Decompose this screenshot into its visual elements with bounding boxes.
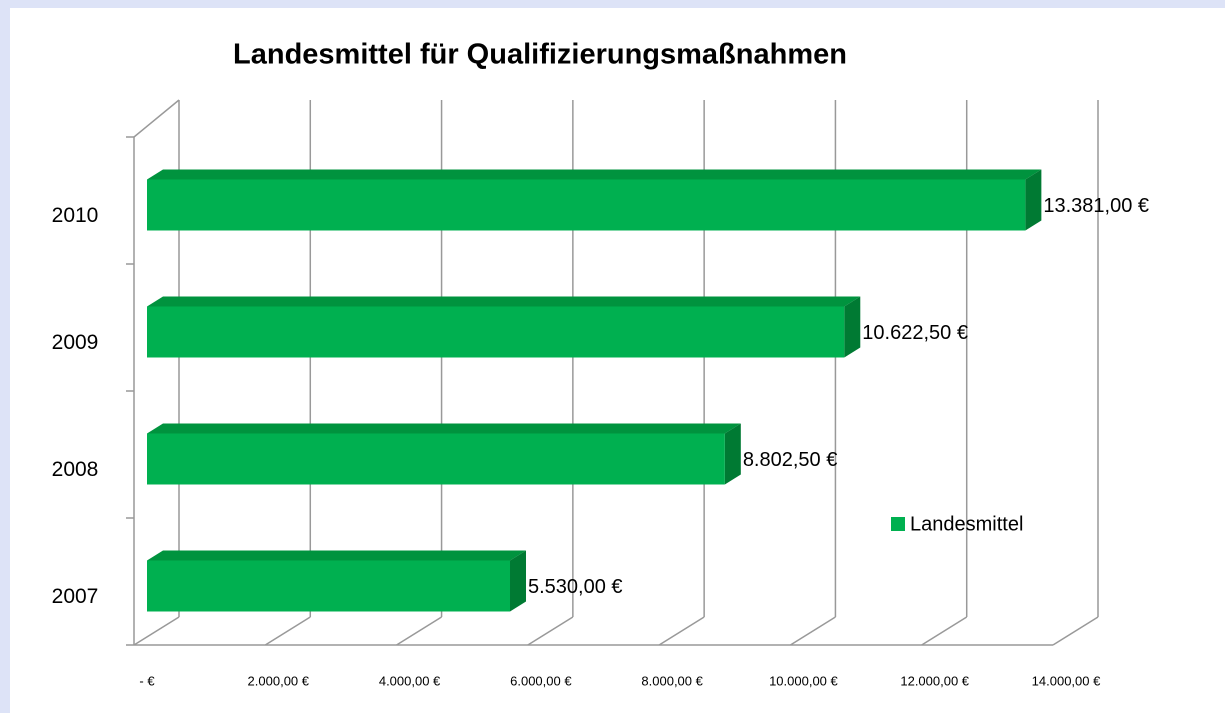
x-tick-label: 8.000,00 € — [641, 673, 703, 688]
value-label: 10.622,50 € — [862, 322, 968, 344]
x-tick-label: 2.000,00 € — [248, 673, 310, 688]
grid-line — [790, 616, 836, 646]
bar-top — [147, 423, 741, 434]
grid-line — [396, 616, 442, 646]
bar-side — [1025, 169, 1042, 231]
y-tick-label: 2008 — [52, 458, 99, 481]
bar-side — [844, 296, 861, 358]
legend-label: Landesmittel — [910, 513, 1023, 535]
bar — [147, 560, 511, 612]
value-label: 5.530,00 € — [528, 576, 623, 598]
bar-side — [724, 423, 741, 485]
x-tick-label: - € — [139, 673, 155, 688]
grid-line — [527, 616, 574, 646]
x-tick-label: 6.000,00 € — [510, 673, 572, 688]
grid-line — [1052, 616, 1099, 646]
bar — [147, 179, 1026, 231]
bar — [147, 306, 845, 358]
bar — [147, 433, 725, 485]
x-tick-label: 14.000,00 € — [1032, 673, 1101, 688]
chart-title: Landesmittel für Qualifizierungsmaßnahme… — [233, 39, 847, 71]
y-tick-label: 2009 — [52, 331, 99, 354]
value-label: 13.381,00 € — [1043, 195, 1149, 217]
bar-top — [147, 296, 861, 307]
grid-line — [133, 616, 180, 646]
x-tick-label: 10.000,00 € — [769, 673, 838, 688]
y-tick-label: 2007 — [52, 585, 99, 608]
x-tick-label: 12.000,00 € — [900, 673, 969, 688]
value-label: 8.802,50 € — [743, 449, 838, 471]
bar-top — [147, 169, 1042, 180]
bar-top — [147, 550, 527, 561]
y-tick-label: 2010 — [52, 204, 99, 227]
grid-line — [658, 616, 705, 646]
x-tick-label: 4.000,00 € — [379, 673, 441, 688]
legend-swatch — [891, 517, 905, 531]
bar-side — [510, 550, 527, 612]
grid-line — [921, 616, 968, 646]
grid-line — [264, 616, 311, 646]
axis-line — [133, 99, 180, 138]
